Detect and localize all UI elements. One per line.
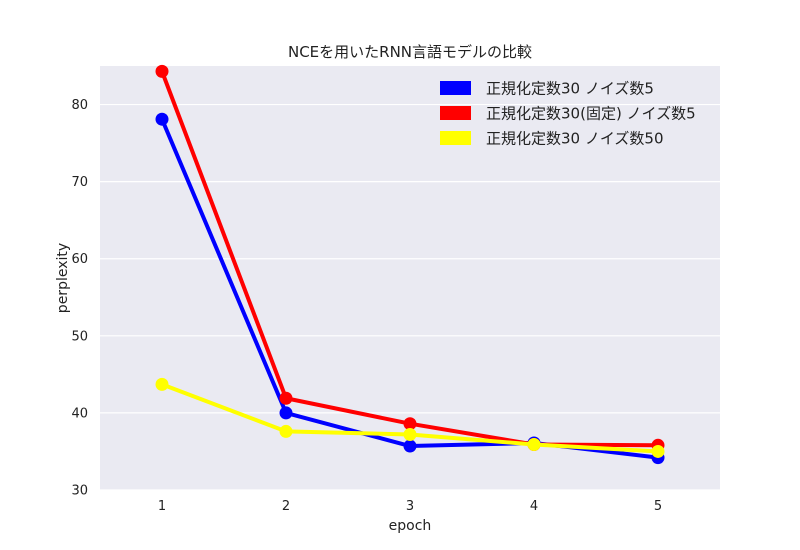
x-tick-label: 5 — [654, 499, 662, 514]
y-tick-label: 80 — [71, 98, 88, 113]
x-tick-labels: 1 2 3 4 5 — [158, 499, 662, 514]
data-point — [403, 417, 417, 431]
y-tick-label: 30 — [71, 484, 88, 499]
legend-item: 正規化定数30 ノイズ数5 — [440, 80, 654, 98]
series-group — [155, 64, 665, 465]
legend-item: 正規化定数30 ノイズ数50 — [440, 130, 664, 148]
x-tick-label: 1 — [158, 499, 166, 514]
y-tick-label: 70 — [71, 175, 88, 190]
grid — [100, 103, 720, 491]
legend: 正規化定数30 ノイズ数5 正規化定数30(固定) ノイズ数5 正規化定数30 ノイ… — [440, 80, 696, 148]
x-tick-label: 3 — [406, 499, 414, 514]
data-point — [279, 424, 293, 438]
x-axis-label: epoch — [389, 518, 432, 534]
data-point — [279, 406, 293, 420]
data-point — [651, 444, 665, 458]
legend-item: 正規化定数30(固定) ノイズ数5 — [440, 105, 696, 123]
data-point — [155, 377, 169, 391]
series-3 — [155, 377, 665, 458]
y-tick-label: 40 — [71, 406, 88, 421]
x-tick-label: 4 — [530, 499, 538, 514]
legend-swatch — [440, 106, 471, 120]
legend-swatch — [440, 131, 471, 145]
data-point — [527, 438, 541, 452]
legend-label: 正規化定数30(固定) ノイズ数5 — [486, 105, 696, 123]
data-point — [279, 391, 293, 405]
y-tick-labels: 30 40 50 60 70 80 — [71, 98, 88, 498]
y-axis-label: perplexity — [55, 243, 71, 313]
data-point — [403, 427, 417, 441]
chart-title: NCEを用いたRNN言語モデルの比較 — [288, 43, 532, 61]
legend-swatch — [440, 81, 471, 95]
legend-label: 正規化定数30 ノイズ数5 — [486, 80, 654, 98]
data-point — [155, 112, 169, 126]
data-point — [403, 439, 417, 453]
y-tick-label: 60 — [71, 252, 88, 267]
legend-label: 正規化定数30 ノイズ数50 — [486, 130, 664, 148]
x-tick-label: 2 — [282, 499, 290, 514]
y-tick-label: 50 — [71, 329, 88, 344]
data-point — [155, 64, 169, 78]
